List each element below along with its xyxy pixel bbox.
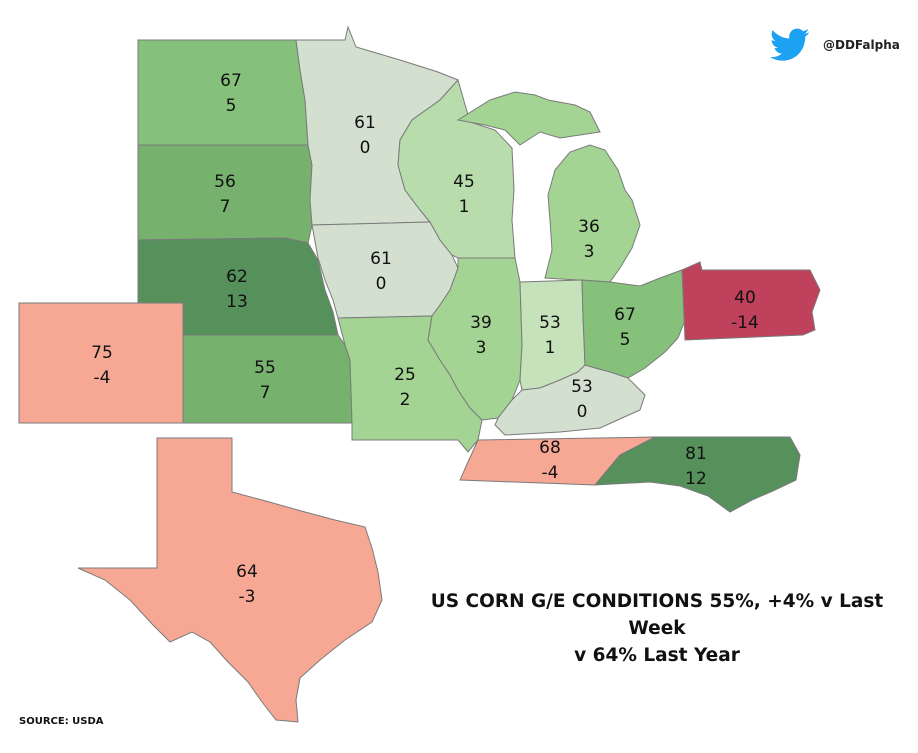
- state-missouri: 25 2: [337, 315, 483, 453]
- twitter-bird-icon: [770, 28, 810, 61]
- state-ohio: 67 5: [581, 269, 686, 379]
- wi-ge-label: 45: [453, 172, 475, 192]
- title-line-2: v 64% Last Year: [574, 645, 740, 666]
- state-shape-ks: [182, 334, 353, 424]
- twitter-bird-shape: [770, 28, 810, 61]
- mo-change-label: 2: [400, 390, 411, 410]
- tx-change-label: -3: [239, 587, 256, 607]
- tn-change-label: -4: [542, 463, 559, 483]
- ks-ge-label: 55: [254, 358, 276, 378]
- sd-ge-label: 56: [214, 172, 236, 192]
- il-change-label: 3: [476, 338, 487, 358]
- state-kansas: 55 7: [182, 334, 353, 424]
- state-kentucky: 53 0: [494, 364, 646, 436]
- in-change-label: 1: [545, 338, 556, 358]
- state-indiana: 53 1: [519, 279, 586, 391]
- ia-change-label: 0: [376, 274, 387, 294]
- state-illinois: 39 3: [427, 257, 523, 421]
- mn-ge-label: 61: [354, 113, 376, 133]
- ky-change-label: 0: [577, 402, 588, 422]
- wi-change-label: 1: [459, 197, 470, 217]
- state-north-carolina: 81 12: [593, 436, 801, 513]
- ks-change-label: 7: [260, 383, 271, 403]
- state-shape-wi: [397, 78, 516, 259]
- mi-change-label: 3: [584, 242, 595, 262]
- state-pennsylvania: 40 -14: [681, 261, 821, 341]
- state-shape-sd: [137, 144, 313, 244]
- state-colorado: 75 -4: [18, 302, 184, 424]
- co-change-label: -4: [94, 368, 111, 388]
- title-line-1: US CORN G/E CONDITIONS 55%, +4% v Last W…: [430, 591, 884, 639]
- oh-change-label: 5: [620, 330, 631, 350]
- ne-ge-label: 62: [226, 267, 248, 287]
- state-shape-mi-upper: [456, 91, 601, 146]
- co-ge-label: 75: [91, 343, 113, 363]
- il-ge-label: 39: [470, 313, 492, 333]
- state-michigan: 36 3: [544, 144, 641, 283]
- mn-change-label: 0: [360, 138, 371, 158]
- ia-ge-label: 61: [370, 249, 392, 269]
- state-iowa: 61 0: [311, 221, 459, 319]
- state-south-dakota: 56 7: [137, 144, 313, 244]
- oh-ge-label: 67: [614, 305, 636, 325]
- state-shape-tx: [77, 437, 383, 723]
- nc-change-label: 12: [685, 469, 707, 489]
- state-tennessee: 68 -4: [459, 436, 656, 486]
- nc-ge-label: 81: [685, 444, 707, 464]
- state-shape-pa: [681, 261, 821, 341]
- state-texas: 64 -3: [77, 437, 383, 723]
- state-nebraska: 62 13: [137, 237, 339, 336]
- state-shape-mi: [544, 144, 641, 283]
- in-ge-label: 53: [539, 313, 561, 333]
- sd-change-label: 7: [220, 197, 231, 217]
- state-shape-ia: [311, 221, 459, 319]
- state-shape-co: [18, 302, 184, 424]
- mi-ge-label: 36: [578, 217, 600, 237]
- pa-ge-label: 40: [734, 288, 756, 308]
- tx-ge-label: 64: [236, 562, 258, 582]
- tn-ge-label: 68: [539, 438, 561, 458]
- ne-change-label: 13: [226, 292, 248, 312]
- state-north-dakota: 67 5: [137, 39, 309, 146]
- ky-ge-label: 53: [571, 377, 593, 397]
- state-wisconsin: 45 1: [397, 78, 516, 259]
- state-shape-ky: [494, 364, 646, 436]
- source-note: SOURCE: USDA: [19, 716, 104, 727]
- mo-ge-label: 25: [394, 365, 416, 385]
- chart-title: US CORN G/E CONDITIONS 55%, +4% v Last W…: [402, 588, 912, 669]
- state-shape-nc: [593, 436, 801, 513]
- state-shape-nd: [137, 39, 309, 146]
- nd-change-label: 5: [226, 96, 237, 116]
- pa-change-label: -14: [731, 313, 759, 333]
- twitter-handle: @DDFalpha: [823, 38, 900, 52]
- nd-ge-label: 67: [220, 71, 242, 91]
